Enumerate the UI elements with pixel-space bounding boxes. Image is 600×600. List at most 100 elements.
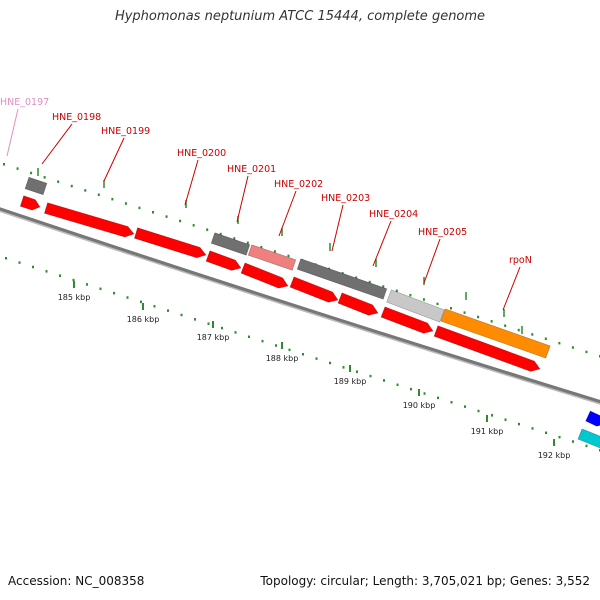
- feature-hne-0201: [205, 250, 242, 271]
- feature-hne-0205-cds: [433, 325, 541, 372]
- upper-tick-track-dot: [3, 163, 5, 166]
- lower-tick-track-dot: [5, 257, 7, 260]
- upper-tick-track-dot: [57, 180, 60, 183]
- lower-tick-track: [5, 257, 600, 452]
- lower-tick-track-dot: [504, 418, 507, 421]
- lower-tick-track-dot: [585, 444, 588, 448]
- upper-tick-track-dot: [84, 189, 87, 192]
- feature-hne-0203: [296, 258, 388, 300]
- upper-tick-track-dot: [544, 337, 547, 341]
- scale-tick-label: 187 kbp: [197, 333, 230, 342]
- lower-tick-track-dot: [545, 431, 547, 435]
- feature-hne-0201-hyp: [247, 244, 297, 271]
- upper-tick-track-dot: [138, 206, 141, 210]
- lower-tick-track-dot: [302, 353, 304, 356]
- lower-tick-track-dot: [18, 261, 21, 264]
- upper-tick-track-dot: [219, 232, 222, 236]
- gene-label-leader: [103, 137, 125, 182]
- lower-tick-track-dot: [275, 344, 277, 347]
- lower-tick-track-dot: [437, 396, 439, 400]
- lower-tick-track-dot: [477, 409, 480, 413]
- gene-label: HNE_0201: [227, 164, 276, 175]
- lower-tick-track-dot: [396, 383, 399, 387]
- scale-tick-label: 191 kbp: [471, 427, 504, 436]
- backbone-highlight: [0, 210, 600, 405]
- lower-tick-track-dot: [369, 374, 372, 378]
- gene-label-leader: [331, 204, 344, 252]
- lower-tick-track-dot: [234, 331, 237, 334]
- feature-hne-0202: [240, 262, 289, 289]
- upper-tick-track-dot: [97, 193, 100, 197]
- feature-hne-0204-cds: [380, 306, 434, 334]
- lower-tick-track-dot: [113, 291, 115, 295]
- scale-tick-label: 188 kbp: [266, 354, 299, 363]
- upper-tick-track-dot: [571, 346, 574, 349]
- lower-tick-track-dot: [221, 326, 223, 330]
- scale-tick-label: 185 kbp: [58, 293, 91, 302]
- lower-tick-track-dot: [126, 296, 129, 299]
- upper-tick-track-dot: [43, 176, 46, 179]
- upper-tick-track-dot: [422, 298, 425, 301]
- gene-label-leader: [423, 238, 441, 284]
- lower-tick-track-dot: [491, 414, 493, 417]
- upper-tick-track-dot: [192, 224, 195, 227]
- upper-tick-track-dot: [233, 237, 236, 240]
- map-title: Hyphomonas neptunium ATCC 15444, complet…: [114, 9, 486, 24]
- gene-label: rpoN: [509, 255, 532, 266]
- lower-tick-track-dot: [86, 283, 88, 286]
- lower-tick-track-dot: [329, 361, 331, 365]
- lower-tick-track-dot: [153, 305, 156, 308]
- lower-tick-track-dot: [423, 392, 426, 395]
- gene-label: HNE_0198: [52, 112, 101, 123]
- gene-label-leader: [184, 159, 199, 206]
- gene-label: HNE_0197: [0, 97, 49, 108]
- gene-label-leader: [41, 123, 73, 165]
- lower-tick-track-dot: [207, 322, 210, 325]
- feature-rpon: [440, 308, 551, 359]
- feature-hne-0205: [386, 289, 445, 323]
- upper-tick-track-dot: [206, 228, 209, 231]
- lower-tick-track-dot: [518, 422, 520, 426]
- feature-hne-0204: [337, 292, 379, 316]
- upper-tick-track-dot: [152, 211, 154, 214]
- lower-tick-track-dot: [180, 313, 183, 317]
- upper-tick-track-dot: [179, 219, 182, 223]
- lower-tick-track-dot: [261, 339, 264, 343]
- lower-tick-track-dot: [572, 440, 574, 443]
- lower-tick-track-dot: [248, 335, 250, 339]
- gene-label-leader: [6, 108, 19, 157]
- upper-tick-track-dot: [287, 254, 290, 258]
- gene-label: HNE_0204: [369, 209, 418, 220]
- upper-tick-track-dot: [111, 197, 114, 201]
- upper-tick-track-dot: [368, 280, 371, 284]
- upper-tick-track-dot: [124, 202, 127, 205]
- backbone-line: [0, 207, 600, 405]
- feature-hne-0200-hyp: [210, 232, 251, 256]
- lower-tick-track-dot: [531, 427, 534, 430]
- lower-tick-track-dot: [558, 435, 561, 439]
- gene-label-leader: [278, 190, 297, 237]
- gene-label-leader: [372, 220, 392, 267]
- upper-tick-track-dot: [395, 289, 398, 293]
- feature-next-blue: [585, 410, 600, 427]
- upper-tick-track-dot: [463, 311, 466, 314]
- feature-hne-0199: [44, 202, 135, 238]
- upper-tick-track-dot: [355, 276, 358, 279]
- lower-tick-track-dot: [464, 405, 466, 408]
- lower-tick-track-dot: [99, 287, 102, 291]
- lower-tick-track-dot: [45, 270, 48, 273]
- gene-label-leader: [236, 175, 249, 223]
- upper-tick-track-dot: [504, 324, 507, 327]
- feature-hne-0203-cds: [289, 276, 339, 303]
- upper-tick-track-dot: [246, 241, 249, 245]
- lower-tick-track-dot: [194, 318, 196, 321]
- upper-tick-track-dot: [517, 328, 520, 332]
- genome-summary-text: Topology: circular; Length: 3,705,021 bp…: [260, 574, 590, 588]
- feature-next-cyan: [577, 428, 600, 449]
- upper-tick-track-dot: [70, 184, 73, 188]
- upper-tick-track-dot: [436, 302, 439, 306]
- gene-label: HNE_0200: [177, 148, 226, 159]
- upper-tick-track-dot: [165, 215, 168, 218]
